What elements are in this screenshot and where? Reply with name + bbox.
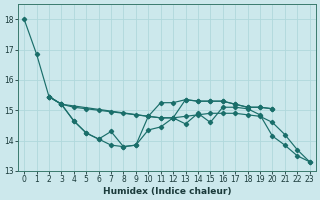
X-axis label: Humidex (Indice chaleur): Humidex (Indice chaleur) bbox=[103, 187, 231, 196]
